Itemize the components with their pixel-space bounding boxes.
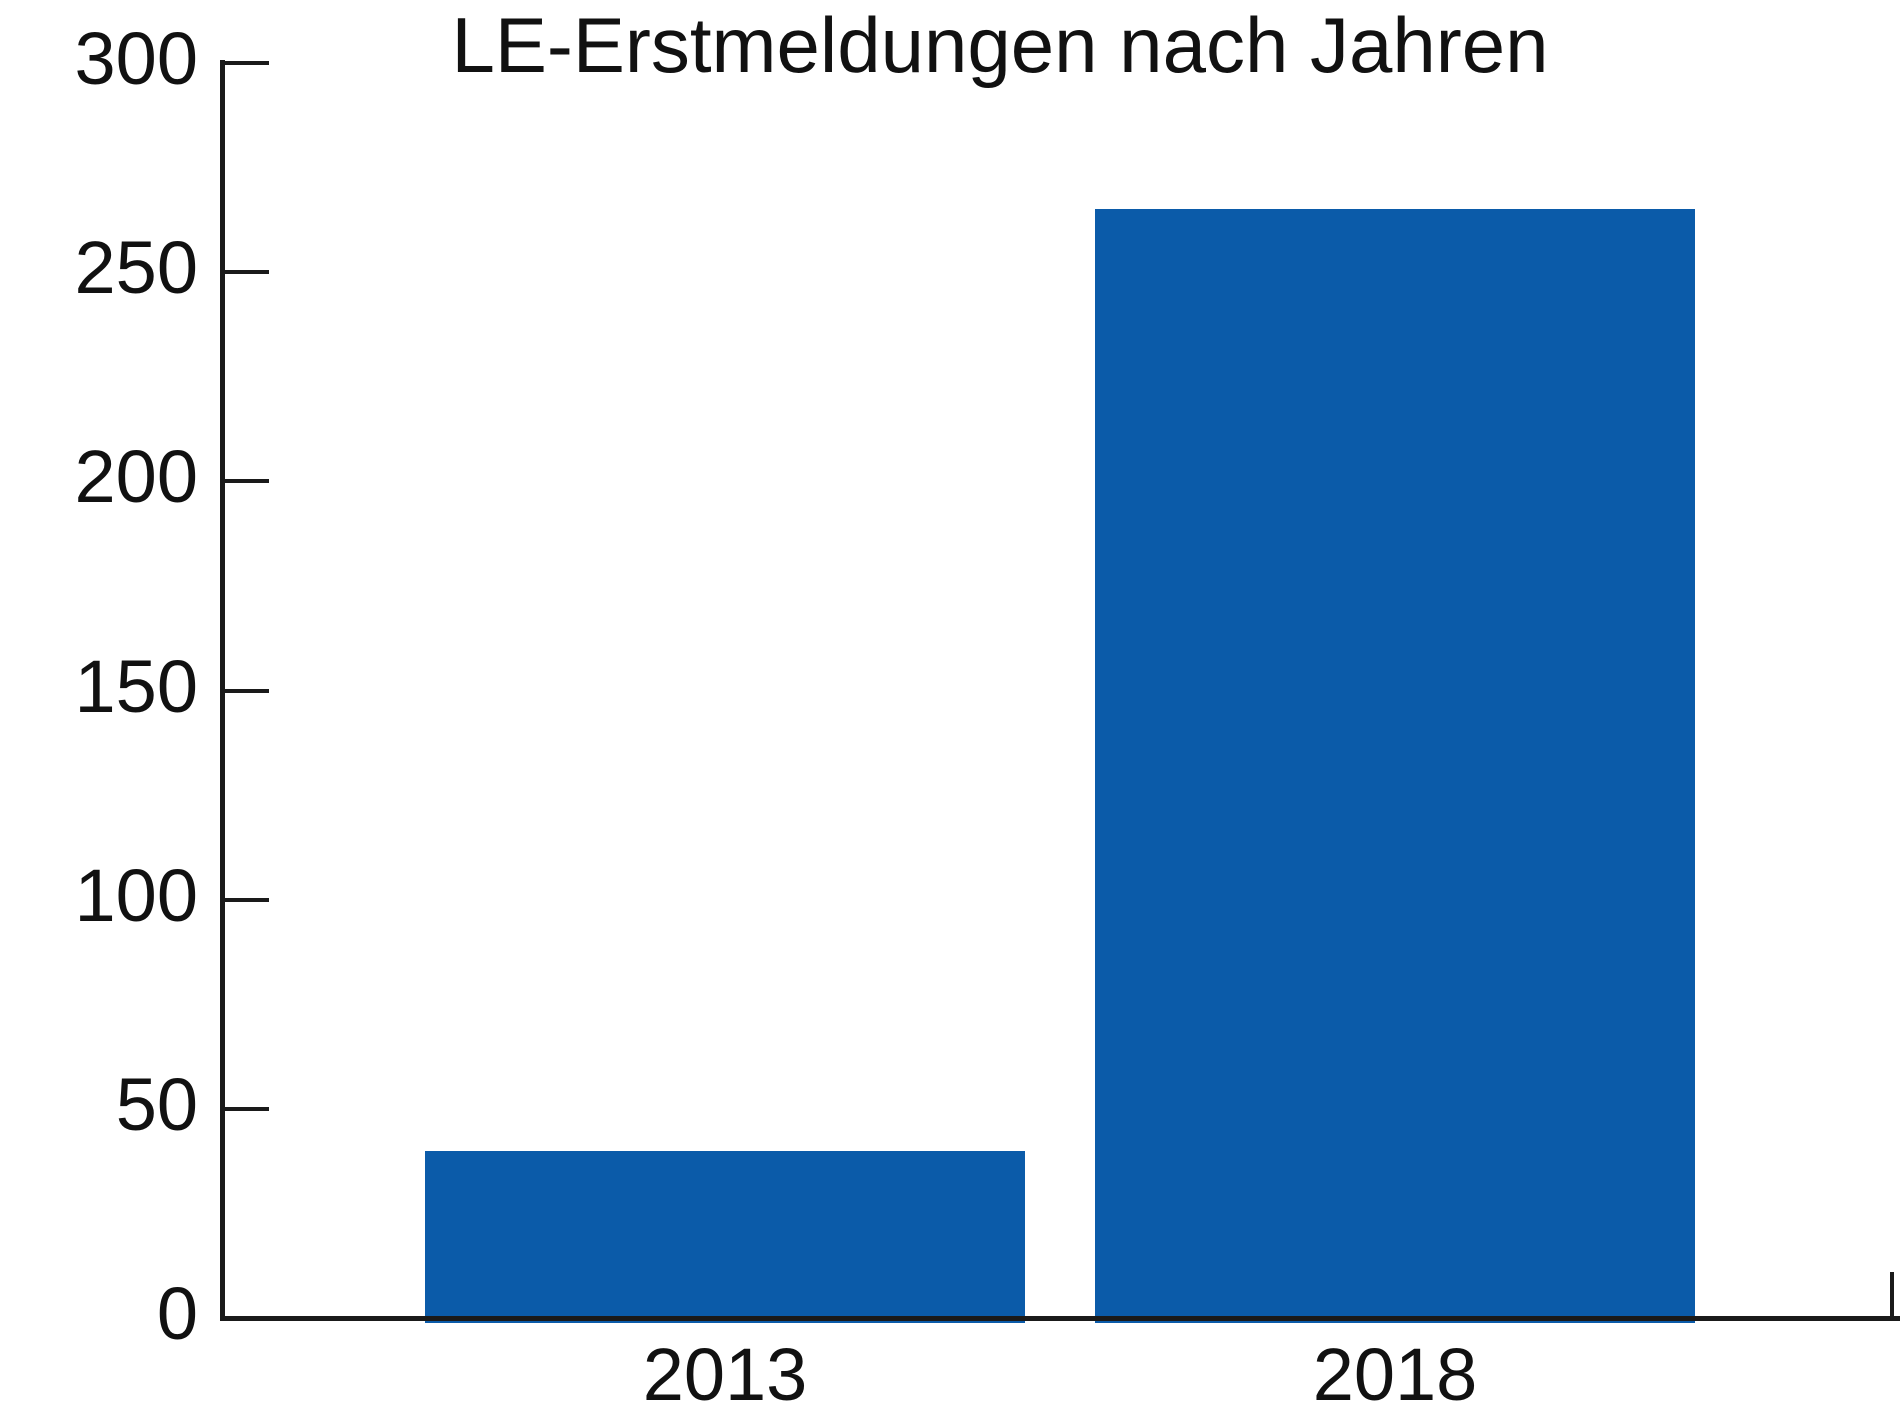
y-tick-label-250: 250 bbox=[74, 226, 198, 310]
bar-2013 bbox=[425, 1150, 1025, 1323]
bar-2018 bbox=[1095, 209, 1695, 1323]
y-tick-label-100: 100 bbox=[74, 853, 198, 937]
x-axis-line bbox=[220, 1316, 1900, 1321]
x-tick-label-2018: 2018 bbox=[1312, 1333, 1478, 1416]
y-tick-label-50: 50 bbox=[115, 1062, 198, 1146]
x-tick-label-2013: 2013 bbox=[642, 1333, 808, 1416]
y-tick-300 bbox=[225, 61, 269, 65]
y-tick-label-150: 150 bbox=[74, 644, 198, 728]
y-axis-line bbox=[220, 60, 225, 1321]
y-tick-100 bbox=[225, 897, 269, 902]
x-axis-end-tick bbox=[1890, 1272, 1894, 1316]
chart-title: LE-Erstmeldungen nach Jahren bbox=[451, 1, 1549, 89]
y-tick-200 bbox=[225, 479, 269, 484]
y-tick-label-300: 300 bbox=[74, 17, 198, 100]
y-tick-250 bbox=[225, 270, 269, 275]
y-tick-label-200: 200 bbox=[74, 435, 198, 519]
y-tick-150 bbox=[225, 688, 269, 693]
y-tick-50 bbox=[225, 1106, 269, 1111]
y-tick-label-0: 0 bbox=[156, 1272, 198, 1355]
